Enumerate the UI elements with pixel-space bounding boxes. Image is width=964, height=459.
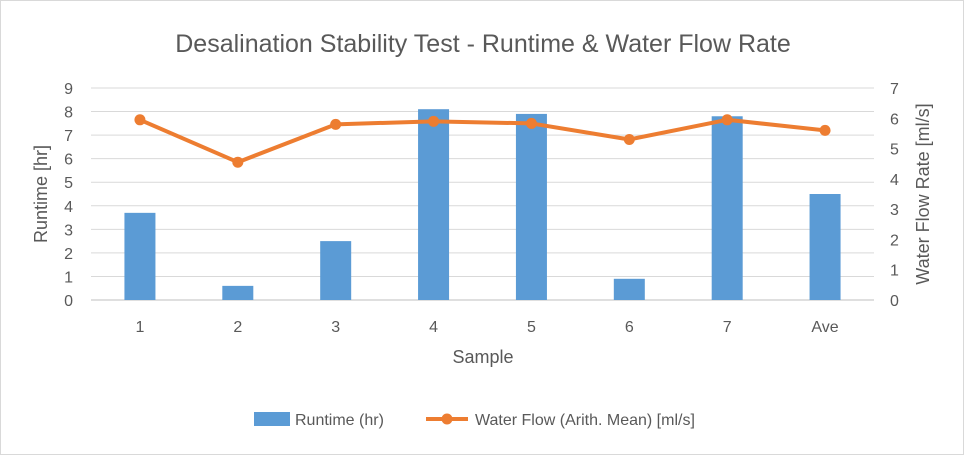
y2-tick-label: 1 (890, 263, 899, 280)
bar (711, 116, 743, 301)
legend-label-waterflow: Water Flow (Arith. Mean) [ml/s] (475, 412, 695, 429)
bar (320, 241, 352, 300)
bar (613, 278, 645, 300)
line-point (819, 124, 831, 136)
line-series (134, 114, 831, 168)
chart-title: Desalination Stability Test - Runtime & … (175, 30, 791, 58)
axes: 0 1 2 3 4 5 6 7 8 9 0 1 2 3 4 5 6 7 1 2 3 4 5 6 7 Ave (64, 81, 899, 336)
legend-swatch-marker (441, 413, 453, 425)
x-tick-label: 6 (625, 319, 634, 336)
x-tick-label: 1 (135, 319, 144, 336)
y2-tick-label: 3 (890, 202, 899, 219)
bar (124, 212, 156, 300)
y-tick-label: 4 (64, 199, 73, 216)
x-tick-label: Ave (811, 319, 838, 336)
grid-lines (91, 87, 874, 301)
y-tick-label: 7 (64, 128, 73, 145)
y-tick-label: 0 (64, 293, 73, 310)
y-axis-title: Runtime [hr] (31, 145, 51, 243)
bar (222, 285, 254, 300)
y-tick-label: 3 (64, 222, 73, 239)
x-axis-title: Sample (452, 347, 513, 367)
y2-tick-label: 2 (890, 232, 899, 249)
line-point (721, 114, 733, 126)
x-tick-label: 7 (723, 319, 732, 336)
line-point (134, 114, 146, 126)
x-tick-label: 4 (429, 319, 438, 336)
y2-tick-label: 5 (890, 142, 899, 159)
bar-series (124, 109, 841, 301)
bar (809, 194, 841, 300)
y-tick-label: 6 (64, 152, 73, 169)
y-tick-label: 9 (64, 81, 73, 98)
y2-tick-label: 6 (890, 111, 899, 128)
y-tick-label: 8 (64, 105, 73, 122)
y2-tick-label: 4 (890, 172, 899, 189)
line-point (428, 115, 440, 127)
legend: Runtime (hr) Water Flow (Arith. Mean) [ml… (254, 412, 695, 429)
line-point (330, 118, 342, 130)
x-tick-label: 3 (331, 319, 340, 336)
line-point (232, 156, 244, 168)
x-tick-label: 2 (233, 319, 242, 336)
bar (418, 109, 450, 300)
bar (515, 113, 547, 301)
line-point (525, 117, 537, 129)
x-tick-label: 5 (527, 319, 536, 336)
y-tick-label: 1 (64, 269, 73, 286)
y2-tick-label: 0 (890, 293, 899, 310)
y-tick-label: 5 (64, 175, 73, 192)
y2-axis-title: Water Flow Rate [ml/s] (913, 103, 933, 284)
series-line (139, 117, 826, 165)
y2-tick-label: 7 (890, 81, 899, 98)
legend-swatch-bar (254, 412, 290, 426)
line-point (623, 133, 635, 145)
y-tick-label: 2 (64, 246, 73, 263)
legend-label-runtime: Runtime (hr) (295, 412, 384, 429)
